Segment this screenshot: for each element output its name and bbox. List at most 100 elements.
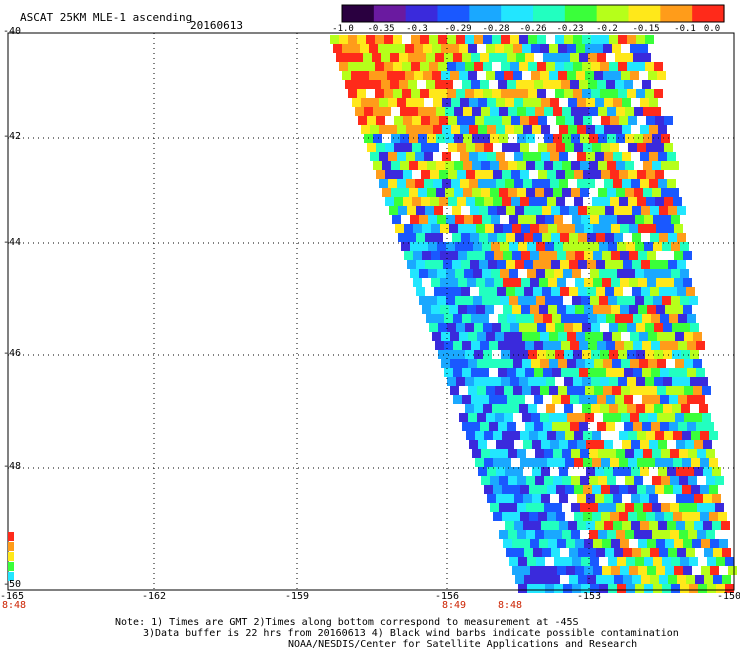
swath-cell (553, 530, 562, 539)
swath-cell (553, 134, 562, 143)
swath-cell (568, 440, 577, 449)
swath-cell (582, 377, 591, 386)
swath-cell (601, 485, 610, 494)
swath-cell (645, 62, 654, 71)
swath-cell (603, 413, 612, 422)
swath-cell (507, 341, 516, 350)
swath-cell (631, 440, 640, 449)
swath-cell (466, 197, 475, 206)
swath-cell (564, 62, 573, 71)
swath-cell (342, 44, 351, 53)
swath-cell (490, 188, 499, 197)
swath-cell (483, 62, 492, 71)
swath-cell (606, 395, 615, 404)
swath-cell (672, 323, 681, 332)
swath-cell (479, 260, 488, 269)
swath-cell (588, 314, 597, 323)
swath-cell (605, 548, 614, 557)
swath-cell (677, 287, 686, 296)
swath-cell (477, 332, 486, 341)
swath-cell (649, 98, 658, 107)
swath-cell (578, 287, 587, 296)
swath-cell (498, 341, 507, 350)
swath-cell (573, 35, 582, 44)
swath-cell (652, 188, 661, 197)
colorbar-segment (596, 5, 630, 22)
swath-cell (431, 278, 440, 287)
swath-cell (557, 539, 566, 548)
swath-cell (619, 431, 628, 440)
swath-cell (396, 71, 405, 80)
swath-cell (415, 125, 424, 134)
swath-cell (677, 233, 686, 242)
swath-cell (618, 404, 627, 413)
colorbar-label: -1.0 (332, 24, 354, 34)
swath-cell (657, 332, 666, 341)
swath-cell (388, 179, 397, 188)
swath-cell (661, 476, 670, 485)
swath-cell (451, 125, 460, 134)
swath-cell (548, 251, 557, 260)
swath-cell (391, 188, 400, 197)
swath-cell (366, 35, 375, 44)
swath-cell (554, 269, 563, 278)
swath-cell (496, 125, 505, 134)
swath-cell (583, 512, 592, 521)
swath-cell (478, 440, 487, 449)
swath-cell (378, 44, 387, 53)
swath-cell (671, 584, 680, 593)
swath-cell (586, 521, 595, 530)
swath-cell (536, 296, 545, 305)
swath-cell (515, 260, 524, 269)
swath-cell (508, 503, 517, 512)
swath-cell (634, 107, 643, 116)
swath-cell (502, 458, 511, 467)
swath-cell (492, 35, 501, 44)
swath-cell (384, 62, 393, 71)
swath-cell (596, 233, 605, 242)
swath-cell (407, 233, 416, 242)
swath-cell (456, 350, 465, 359)
swath-cell (487, 494, 496, 503)
swath-cell (705, 422, 714, 431)
swath-cell (619, 458, 628, 467)
swath-cell (345, 53, 354, 62)
swath-cell (652, 503, 661, 512)
swath-cell (656, 566, 665, 575)
swath-cell (511, 512, 520, 521)
swath-cell (472, 107, 481, 116)
swath-cell (478, 467, 487, 476)
swath-cell (617, 242, 626, 251)
swath-cell (480, 314, 489, 323)
swath-cell (496, 494, 505, 503)
swath-cell (689, 584, 698, 593)
swath-cell (496, 152, 505, 161)
swath-cell (406, 125, 415, 134)
swath-cell (486, 332, 495, 341)
swath-cell (370, 98, 379, 107)
swath-cell (600, 377, 609, 386)
swath-cell (539, 539, 548, 548)
swath-cell (549, 71, 558, 80)
swath-cell (637, 197, 646, 206)
swath-cell (538, 143, 547, 152)
swath-cell (565, 116, 574, 125)
swath-cell (571, 449, 580, 458)
swath-cell (605, 233, 614, 242)
swath-cell (617, 269, 626, 278)
swath-cell (636, 404, 645, 413)
swath-cell (680, 296, 689, 305)
swath-cell (611, 224, 620, 233)
swath-cell (493, 485, 502, 494)
swath-cell (508, 530, 517, 539)
swath-cell (489, 341, 498, 350)
swath-cell (694, 494, 703, 503)
swath-cell (552, 341, 561, 350)
swath-cell (595, 125, 604, 134)
swath-cell (607, 476, 616, 485)
swath-cell (436, 188, 445, 197)
swath-cell (493, 116, 502, 125)
swath-cell (535, 476, 544, 485)
swath-cell (521, 251, 530, 260)
swath-cell (512, 539, 521, 548)
